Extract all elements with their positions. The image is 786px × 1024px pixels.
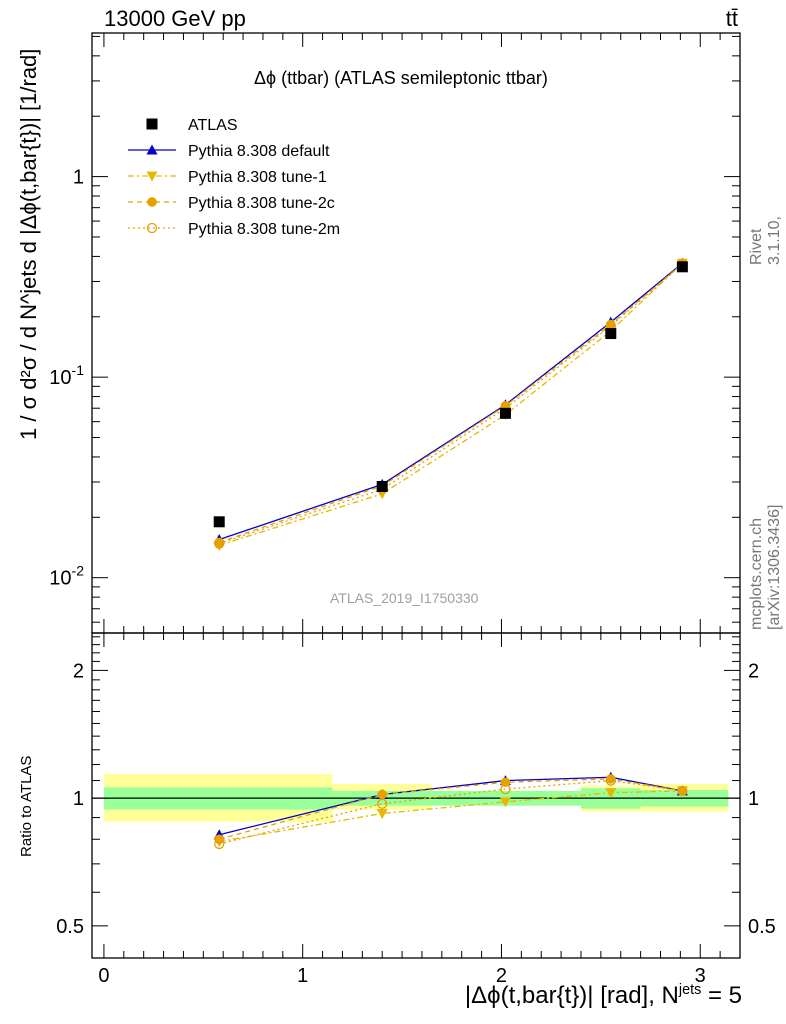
main-y-tick-label: 1 — [73, 167, 84, 189]
data-point — [676, 261, 688, 273]
process-label: tt̄ — [725, 6, 738, 31]
main-y-axis-label: 1 / σ d²σ / d N^jets d |Δϕ(t,bar{t})| [1… — [16, 48, 41, 440]
ratio-y-axis-label: Ratio to ATLAS — [18, 755, 35, 857]
legend-marker — [146, 222, 158, 234]
ratio-line-3 — [219, 779, 683, 845]
x-tick-label: 0 — [98, 965, 109, 987]
mcplots-reference-label: mcplots.cern.ch [arXiv:1306.3436] — [748, 504, 783, 630]
ratio-point-3 — [677, 785, 688, 797]
x-tick-label: 1 — [297, 965, 308, 987]
legend-label: Pythia 8.308 default — [188, 143, 330, 160]
ratio-point-3 — [605, 775, 616, 786]
series-line-2 — [219, 263, 683, 544]
x-tick-label: 2 — [496, 965, 507, 987]
main-y-tick-label: 10-1 — [49, 362, 84, 389]
legend-label: Pythia 8.308 tune-2m — [188, 221, 340, 238]
ratio-y-tick-label-right: 1 — [748, 788, 759, 810]
legend-marker — [147, 197, 157, 207]
data-point — [376, 480, 388, 492]
legend-label: ATLAS — [188, 117, 238, 134]
x-tick-label: 3 — [695, 965, 706, 987]
ratio-point-3 — [377, 798, 388, 809]
ratio-y-tick-label-left: 0.5 — [56, 916, 84, 938]
ratio-point-2 — [377, 789, 388, 800]
legend-marker — [146, 118, 158, 130]
ratio-y-tick-label-left: 2 — [73, 660, 84, 682]
plot-title: Δϕ (ttbar) (ATLAS semileptonic ttbar) — [254, 68, 548, 88]
rivet-version-label: Rivet 3.1.10, ≥ 2.1M events — [748, 216, 786, 265]
data-point — [499, 407, 511, 419]
ratio-point-3 — [500, 783, 511, 795]
legend-marker — [146, 171, 158, 182]
main-y-tick-label: 10-2 — [49, 563, 84, 590]
legend-label: Pythia 8.308 tune-2c — [188, 195, 335, 212]
analysis-id-label: ATLAS_2019_I1750330 — [330, 590, 479, 606]
series-line-0 — [219, 262, 683, 541]
ratio-y-tick-label-left: 1 — [73, 788, 84, 810]
ratio-point-2 — [677, 786, 688, 796]
data-point — [213, 516, 225, 528]
ratio-y-tick-label-right: 0.5 — [748, 916, 776, 938]
ratio-y-tick-label-right: 2 — [748, 660, 759, 682]
legend-label: Pythia 8.308 tune-1 — [188, 169, 327, 186]
collision-energy-label: 13000 GeV pp — [104, 6, 246, 31]
x-axis-label: |Δϕ(t,bar{t})| [rad], Njets = 5 — [464, 982, 742, 1009]
ratio-point-1 — [605, 788, 617, 799]
ratio-point-3 — [214, 838, 225, 850]
ratio-point-1 — [499, 797, 511, 808]
series-line-1 — [219, 262, 683, 546]
series-point-3 — [214, 538, 225, 549]
legend-marker — [146, 144, 158, 155]
data-point — [605, 328, 617, 340]
ratio-plot-frame — [91, 632, 741, 959]
series-line-3 — [219, 263, 683, 545]
ratio-point-1 — [376, 808, 388, 819]
